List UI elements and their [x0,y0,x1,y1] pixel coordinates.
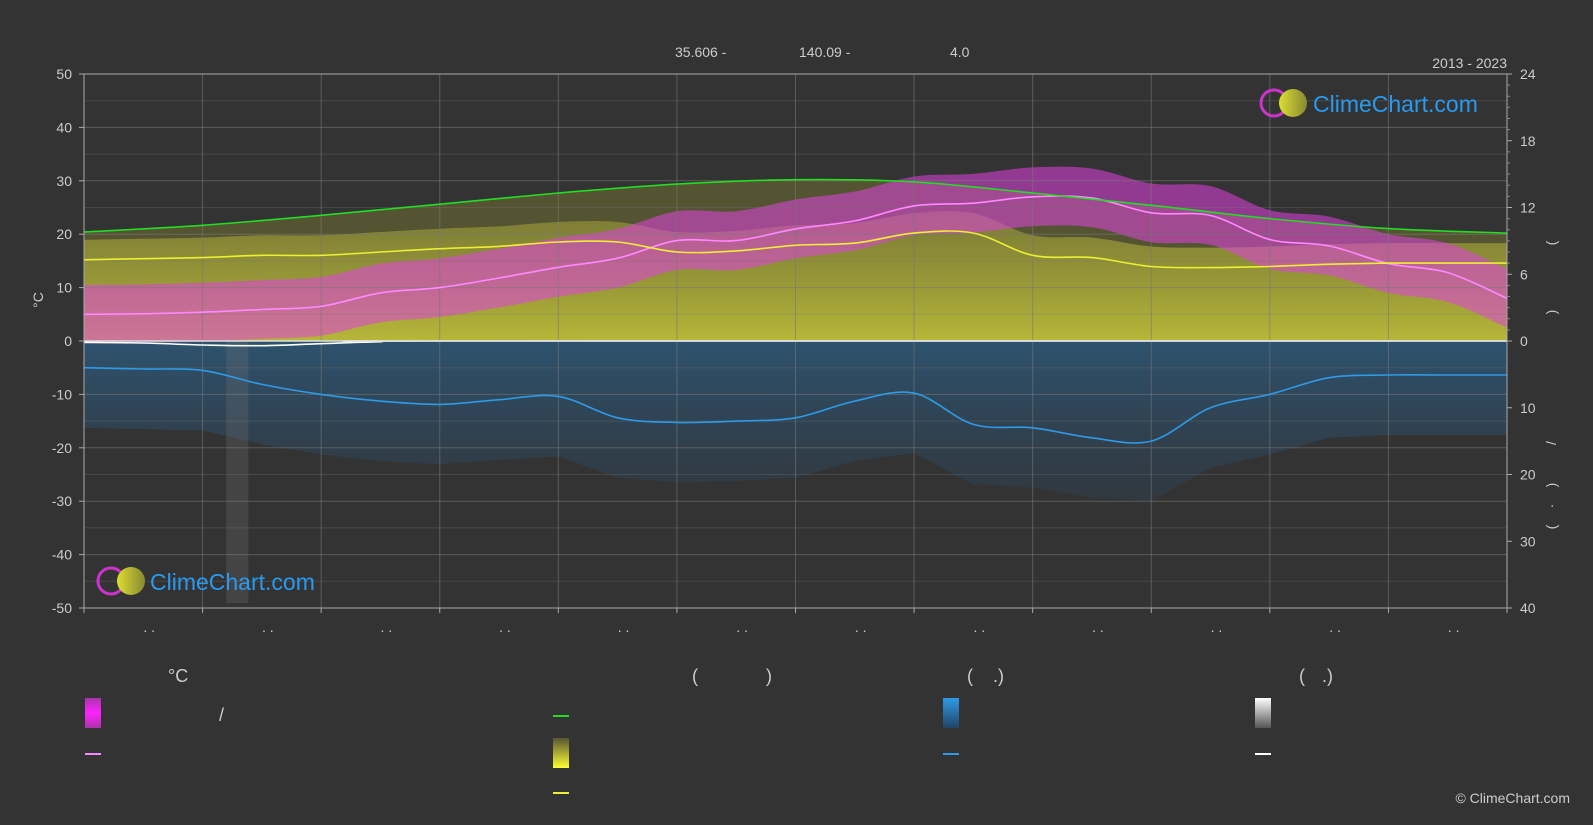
left-axis-title: °C [30,292,46,308]
month-label: . . [381,619,393,635]
right-hours-tick-label: 24 [1520,66,1536,82]
month-label: . . [855,619,867,635]
month-label: . . [143,619,155,635]
month-label: . . [736,619,748,635]
legend-temp-range-swatch [85,698,101,728]
right-hours-tick-label: 12 [1520,200,1536,216]
month-label: . . [499,619,511,635]
legend-col3-header-a: ( [967,666,973,686]
chart-axes: 50 40 30 20 10 0 -10 -20 -30 -40 -50 24 18 12 6 0 10 20 30… [52,66,1536,635]
logo-text-top: ClimeChart.com [1313,91,1478,117]
left-tick-label: 40 [56,119,72,135]
left-tick-label: 10 [56,280,72,296]
legend-col1-slash: / [219,705,224,725]
legend-col1-header: °C [168,666,188,686]
series-line-precipitation [83,366,1507,444]
left-tick-label: -20 [52,440,72,456]
right-precip-tick-label: 10 [1520,400,1536,416]
month-label: . . [262,619,274,635]
logo-bottom-left: ClimeChart.com [96,566,315,596]
logo-sun-icon [1279,89,1307,117]
right-axis-slash: / [1543,441,1559,445]
logo-sun-icon [117,567,145,595]
right-axis-title-e: ) [1543,483,1559,488]
month-label: . . [1448,619,1460,635]
right-hours-tick-label: 0 [1520,333,1528,349]
right-hours-tick-label: 18 [1520,133,1536,149]
data-lines [83,178,1508,444]
legend-col2-header-b: ) [766,666,772,686]
legend-sunshine-band-swatch [553,738,569,768]
month-label: . . [973,619,985,635]
left-tick-label: 30 [56,173,72,189]
month-label: . . [1211,619,1223,635]
legend-col2-header-a: ( [692,666,698,686]
snowfall-band [226,341,249,603]
series-line-daylight_hours [83,178,1508,234]
legend: °C / ( ) ( .) ( .) [85,666,1333,794]
header-latitude: 35.606 - [675,44,727,60]
month-label: . . [618,619,630,635]
month-label: . . [1329,619,1341,635]
left-tick-label: 0 [64,333,72,349]
series-line-mean_temperature [83,195,1508,316]
right-hours-tick-label: 6 [1520,266,1528,282]
right-precip-tick-label: 20 [1520,467,1536,483]
legend-precip-band-swatch [943,698,959,728]
right-axis-title-b: ) [1543,310,1559,315]
month-label: . . [1092,619,1104,635]
legend-snow-band-swatch [1255,698,1271,728]
right-axis-title-c: ( [1543,524,1559,529]
left-tick-label: -50 [52,600,72,616]
right-precip-tick-label: 40 [1520,600,1536,616]
left-tick-label: -30 [52,493,72,509]
left-tick-label: -40 [52,547,72,563]
left-tick-label: -10 [52,386,72,402]
header-period: 2013 - 2023 [1432,55,1507,71]
right-axis-title-d: · [1543,504,1559,509]
right-precip-tick-label: 30 [1520,533,1536,549]
left-tick-label: 20 [56,226,72,242]
left-tick-label: 50 [56,66,72,82]
copyright: © ClimeChart.com [1455,790,1570,806]
legend-col4-header-a: ( [1299,666,1305,686]
right-axis-title-a: ( [1543,240,1559,245]
legend-col3-header-b: .) [993,666,1004,686]
header-elevation: 4.0 [950,44,970,60]
logo-text-bottom: ClimeChart.com [150,569,315,595]
header-longitude: 140.09 - [799,44,851,60]
series-line-sunshine_hours [83,230,1507,269]
logo-top-right: ClimeChart.com [1259,88,1478,118]
legend-col4-header-b: .) [1322,666,1333,686]
